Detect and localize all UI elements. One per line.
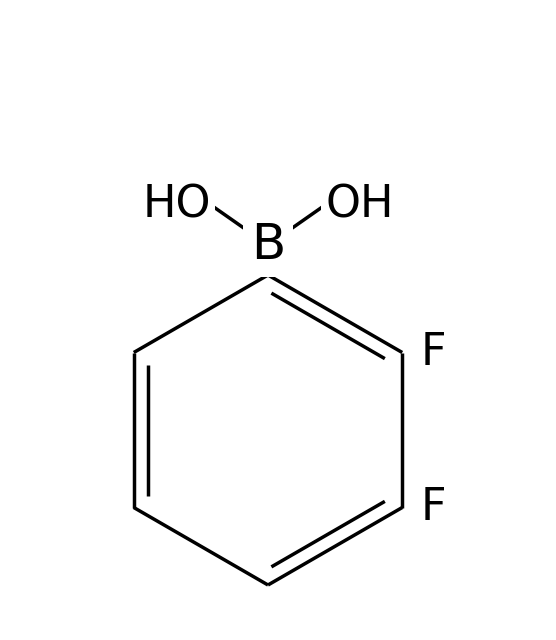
Text: OH: OH	[325, 183, 394, 227]
Text: B: B	[251, 221, 285, 269]
Text: F: F	[420, 486, 446, 529]
Text: F: F	[420, 331, 446, 374]
Text: HO: HO	[142, 183, 211, 227]
